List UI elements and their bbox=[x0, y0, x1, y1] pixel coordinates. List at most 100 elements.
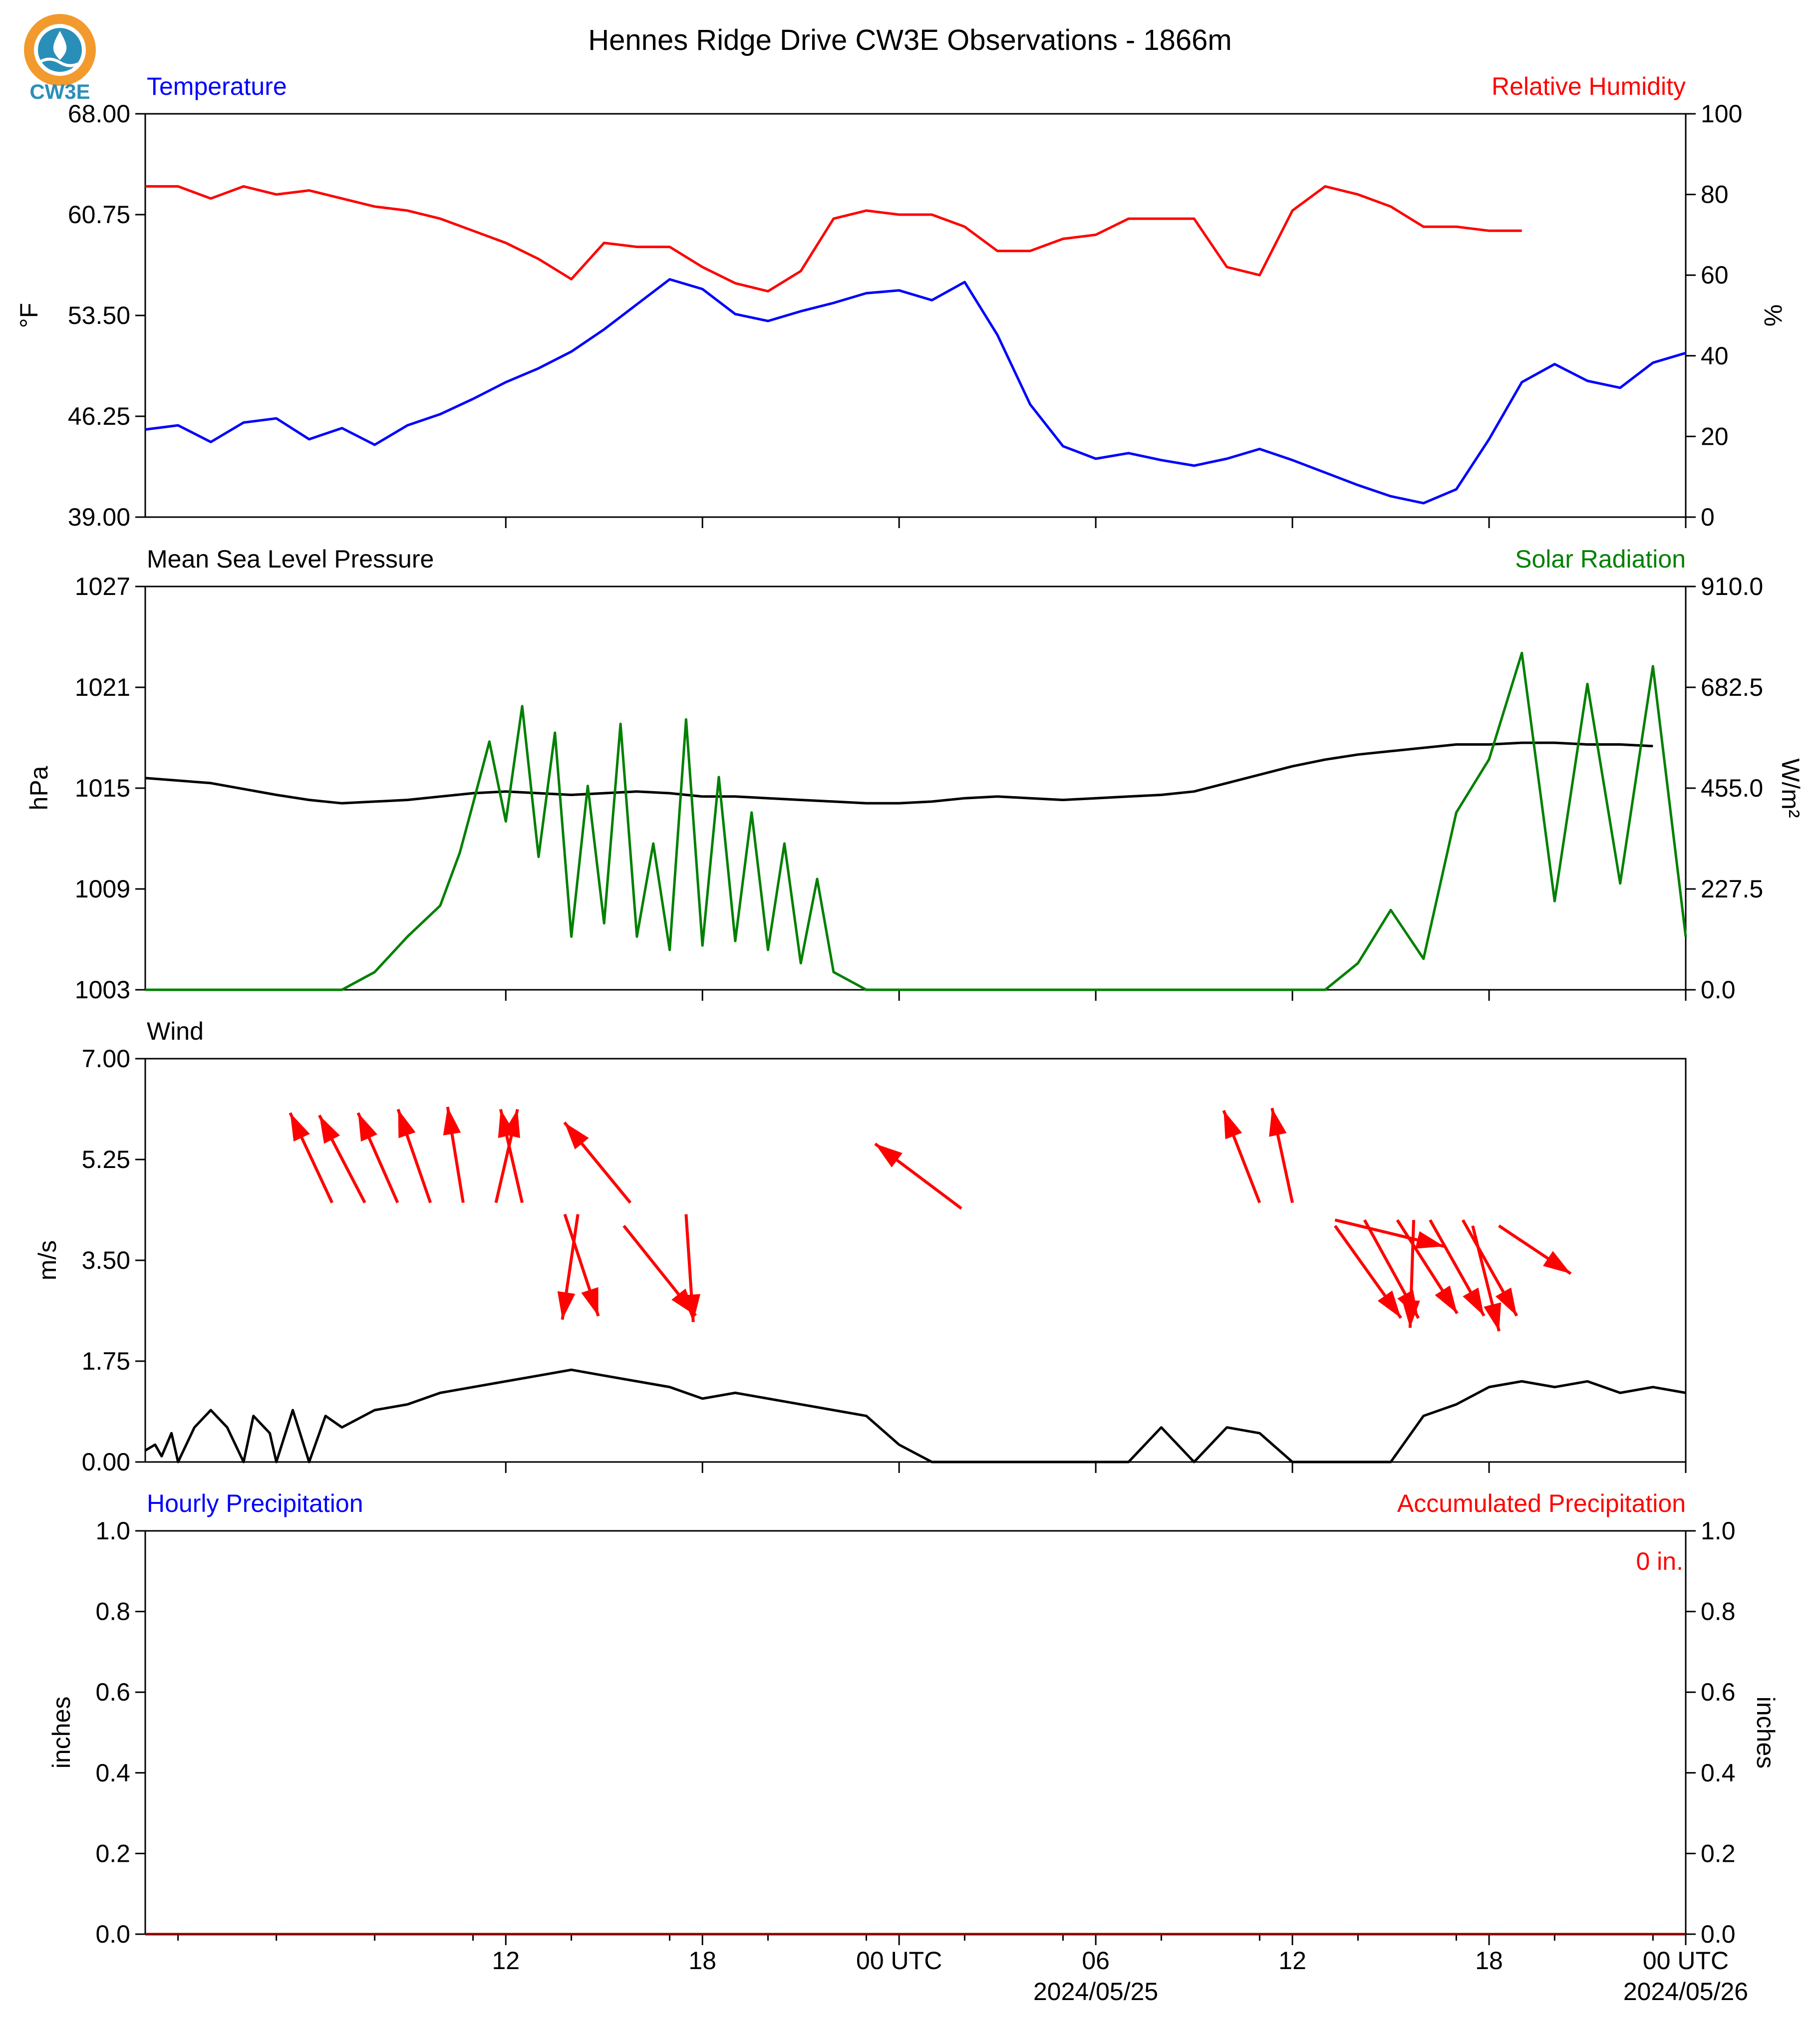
solar-axis-title: W/m² bbox=[1777, 758, 1805, 818]
y-right-tick-label: 0.8 bbox=[1701, 1598, 1736, 1626]
precip-total-label: 0 in. bbox=[1636, 1547, 1683, 1575]
y-left-tick-label: 1015 bbox=[75, 774, 130, 802]
humidity-label: Relative Humidity bbox=[1492, 72, 1686, 100]
y-left-tick-label: 1003 bbox=[75, 976, 130, 1004]
y-right-tick-label: 910.0 bbox=[1701, 573, 1763, 600]
y-right-tick-label: 682.5 bbox=[1701, 673, 1763, 701]
solar-radiation-line bbox=[145, 651, 1687, 991]
wind-arrow bbox=[318, 1114, 366, 1203]
y-right-tick-label: 20 bbox=[1701, 422, 1729, 450]
y-left-tick-label: 60.75 bbox=[68, 201, 130, 229]
wind-arrow bbox=[1402, 1220, 1420, 1328]
wind-arrow bbox=[1498, 1224, 1572, 1275]
x-tick-label: 12 bbox=[492, 1947, 520, 1975]
y-right-tick-label: 455.0 bbox=[1701, 774, 1763, 802]
x-date-label: 2024/05/25 bbox=[1033, 1978, 1158, 2006]
hourly-precip-label: Hourly Precipitation bbox=[147, 1489, 363, 1517]
panel-2-frame bbox=[144, 585, 1687, 991]
y-right-tick-label: 80 bbox=[1701, 181, 1729, 209]
chart-title: Hennes Ridge Drive CW3E Observations - 1… bbox=[588, 24, 1231, 56]
y-left-tick-label: 1.0 bbox=[95, 1517, 130, 1545]
wind-arrow bbox=[557, 1214, 580, 1320]
y-right-tick-label: 227.5 bbox=[1701, 875, 1763, 903]
pressure-axis-title: hPa bbox=[25, 766, 53, 810]
wind-arrows bbox=[289, 1107, 1572, 1332]
y-left-tick-label: 0.4 bbox=[95, 1759, 130, 1787]
x-tick-label: 00 UTC bbox=[1643, 1947, 1729, 1975]
x-tick-label: 06 bbox=[1082, 1947, 1110, 1975]
wind-arrow bbox=[682, 1214, 701, 1322]
x-tick-label: 12 bbox=[1278, 1947, 1306, 1975]
y-left-tick-label: 0.6 bbox=[95, 1678, 130, 1706]
temp-axis-title: °F bbox=[15, 303, 43, 328]
rh-axis-title: % bbox=[1759, 304, 1787, 326]
logo-text: CW3E bbox=[29, 80, 90, 103]
panel-1-frame bbox=[144, 113, 1687, 518]
y-left-tick-label: 39.00 bbox=[68, 503, 130, 531]
x-tick-label: 18 bbox=[1475, 1947, 1503, 1975]
wind-arrow bbox=[1334, 1218, 1445, 1249]
y-right-tick-label: 100 bbox=[1701, 100, 1742, 128]
y-left-tick-label: 3.50 bbox=[82, 1246, 130, 1274]
y-left-tick-label: 5.25 bbox=[82, 1146, 130, 1173]
y-left-tick-label: 1027 bbox=[75, 573, 130, 600]
y-right-tick-label: 0.0 bbox=[1701, 1920, 1736, 1948]
solar-label: Solar Radiation bbox=[1515, 545, 1686, 573]
wind-arrow bbox=[289, 1112, 333, 1203]
precip-left-axis-title: inches bbox=[47, 1697, 75, 1769]
y-right-tick-label: 0 bbox=[1701, 503, 1715, 531]
data-series bbox=[144, 185, 1687, 1936]
y-left-tick-label: 53.50 bbox=[68, 301, 130, 329]
wind-arrow bbox=[1222, 1110, 1261, 1203]
axis-ticks: 12 18 00 UTC 06 12 18 00 UTC 2024/05/25 2024/05/… bbox=[68, 100, 1763, 2006]
temperature-label: Temperature bbox=[147, 72, 287, 100]
y-right-tick-label: 0.2 bbox=[1701, 1839, 1736, 1867]
mean-sea-level-pressure-line bbox=[145, 741, 1653, 805]
wind-arrow bbox=[396, 1109, 432, 1203]
y-right-tick-label: 40 bbox=[1701, 342, 1729, 370]
y-left-tick-label: 0.00 bbox=[82, 1448, 130, 1476]
wind-arrow bbox=[563, 1121, 632, 1204]
wind-arrow bbox=[874, 1143, 962, 1210]
y-right-tick-label: 0.0 bbox=[1701, 976, 1736, 1004]
temperature-line bbox=[145, 278, 1686, 505]
x-tick-label: 00 UTC bbox=[856, 1947, 942, 1975]
pressure-label: Mean Sea Level Pressure bbox=[147, 545, 434, 573]
wind-arrow bbox=[1269, 1108, 1294, 1203]
wind-arrow bbox=[1471, 1225, 1502, 1332]
panel-3-frame bbox=[144, 1058, 1687, 1463]
wind-arrow bbox=[1429, 1219, 1486, 1317]
relative-humidity-line bbox=[145, 185, 1522, 292]
y-left-tick-label: 1009 bbox=[75, 875, 130, 903]
y-left-tick-label: 46.25 bbox=[68, 402, 130, 430]
y-right-tick-label: 0.6 bbox=[1701, 1678, 1736, 1706]
wind-arrow bbox=[563, 1213, 600, 1317]
y-right-tick-label: 0.4 bbox=[1701, 1759, 1736, 1787]
wind-axis-title: m/s bbox=[33, 1240, 61, 1281]
wind-arrow bbox=[356, 1112, 399, 1203]
y-right-tick-label: 1.0 bbox=[1701, 1517, 1736, 1545]
wind-arrow bbox=[1461, 1219, 1518, 1317]
y-right-tick-label: 60 bbox=[1701, 261, 1729, 289]
panel-4-frame bbox=[144, 1530, 1687, 1935]
cw3e-logo-icon: CW3E bbox=[24, 14, 96, 103]
wind-arrow bbox=[622, 1224, 697, 1317]
precip-right-axis-title: inches bbox=[1752, 1697, 1780, 1769]
wind-arrow bbox=[498, 1109, 524, 1203]
y-left-tick-label: 0.0 bbox=[95, 1920, 130, 1948]
y-left-tick-label: 68.00 bbox=[68, 100, 130, 128]
y-left-tick-label: 1021 bbox=[75, 673, 130, 701]
y-left-tick-label: 7.00 bbox=[82, 1045, 130, 1073]
wind-line bbox=[144, 1368, 1686, 1463]
wind-arrow bbox=[443, 1107, 465, 1203]
wind-arrow bbox=[1334, 1224, 1402, 1319]
wind-label: Wind bbox=[147, 1017, 204, 1045]
y-left-tick-label: 1.75 bbox=[82, 1347, 130, 1375]
wind-arrow bbox=[1396, 1219, 1459, 1315]
y-left-tick-label: 0.8 bbox=[95, 1598, 130, 1626]
accum-precip-label: Accumulated Precipitation bbox=[1397, 1489, 1686, 1517]
y-left-tick-label: 0.2 bbox=[95, 1839, 130, 1867]
x-tick-label: 18 bbox=[688, 1947, 716, 1975]
x-date-label: 2024/05/26 bbox=[1623, 1978, 1748, 2006]
